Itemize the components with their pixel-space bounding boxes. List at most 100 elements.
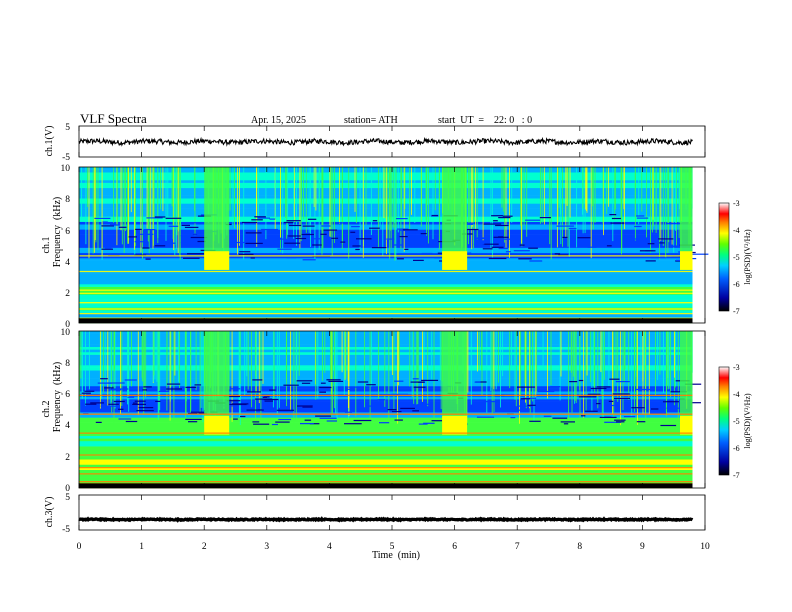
spectrogram-speckle xyxy=(319,386,332,389)
spectrogram-speckle xyxy=(198,412,207,414)
spectrogram-band xyxy=(79,464,693,468)
ch1-colorbar xyxy=(718,202,730,312)
spectrogram-speckle xyxy=(326,420,337,422)
emission-burst-core xyxy=(680,415,693,435)
spectrogram-speckle xyxy=(498,217,511,219)
spectrogram-speckle xyxy=(351,226,360,228)
station-label: station= ATH xyxy=(344,115,398,126)
spectrogram-band xyxy=(79,232,693,235)
spectrogram-band xyxy=(79,336,693,340)
spectrogram-band xyxy=(79,237,693,241)
ch1-spec-ytick-10: 10 xyxy=(61,164,71,174)
spectrogram-band xyxy=(79,198,693,202)
spectrogram-band xyxy=(79,276,693,280)
spectrogram-band xyxy=(79,477,693,481)
ch1-spec-ytick-0: 0 xyxy=(65,320,70,330)
spectrogram-speckle xyxy=(283,221,294,224)
spectrogram-speckle xyxy=(350,231,356,233)
spectrogram-speckle xyxy=(476,416,495,418)
spectrogram-speckle xyxy=(276,409,294,411)
spectrogram-band xyxy=(79,278,693,282)
spectrogram-band xyxy=(79,250,693,254)
ch3-ytick-bottom: -5 xyxy=(62,525,70,535)
emission-burst-core xyxy=(204,251,230,270)
spectrogram-speckle xyxy=(560,421,575,423)
spectrogram-speckle xyxy=(288,224,302,227)
spectrogram-speckle xyxy=(326,379,341,381)
spectrogram-speckle xyxy=(187,253,205,255)
spectrogram-speckle xyxy=(300,423,314,425)
spectrogram-band xyxy=(79,459,693,463)
spectrogram-speckle xyxy=(394,419,403,421)
spectrogram-band xyxy=(79,265,693,269)
low-frequency-strip xyxy=(79,483,693,488)
spectrogram-speckle xyxy=(670,406,676,409)
spectrogram-speckle xyxy=(525,219,541,221)
spectrogram-speckle xyxy=(496,238,514,240)
spectrogram-band xyxy=(79,234,693,238)
spectrogram-speckle xyxy=(168,225,179,227)
ch2-spectrogram-image xyxy=(79,331,702,489)
spectrogram-band xyxy=(79,341,693,345)
spectrogram-speckle xyxy=(245,232,262,234)
spectrogram-speckle xyxy=(302,225,315,227)
spectrogram-speckle xyxy=(668,246,686,248)
spectrogram-speckle xyxy=(657,400,666,402)
spectrogram-speckle xyxy=(434,257,441,259)
spectrogram-speckle xyxy=(154,245,166,247)
spectrogram-speckle xyxy=(623,416,636,418)
spectrogram-speckle xyxy=(101,248,113,250)
spectrogram-speckle xyxy=(413,259,424,261)
spectrogram-speckle xyxy=(142,389,147,391)
ch2-spec-ytick-8: 8 xyxy=(65,359,70,369)
x-tick-label: 9 xyxy=(640,542,645,552)
spectrogram-band xyxy=(79,297,693,300)
spectrogram-speckle xyxy=(386,238,395,240)
spectrogram-band xyxy=(79,299,693,303)
spectrogram-speckle xyxy=(596,403,601,405)
spectrogram-band xyxy=(79,401,693,405)
spectrogram-band xyxy=(79,182,693,186)
spectrogram-speckle xyxy=(298,407,313,409)
spectrogram-speckle xyxy=(647,243,655,245)
spectrogram-speckle xyxy=(158,390,169,392)
spectrogram-speckle xyxy=(505,409,522,411)
spectrogram-speckle xyxy=(136,410,154,412)
spectrogram-speckle xyxy=(188,421,198,423)
spectrogram-speckle xyxy=(81,392,91,394)
spectrogram-speckle xyxy=(631,407,645,409)
spectrogram-speckle xyxy=(161,387,167,389)
spectrogram-speckle xyxy=(80,229,85,231)
spectrogram-speckle xyxy=(134,241,149,243)
spectrogram-speckle xyxy=(247,391,261,393)
ch1-spec-ytick-8: 8 xyxy=(65,195,70,205)
ch2-spec-ytick-4: 4 xyxy=(65,421,70,431)
spectrogram-speckle xyxy=(396,218,408,220)
spectrogram-speckle xyxy=(402,229,418,231)
spectrogram-band xyxy=(79,375,693,379)
spectrogram-speckle xyxy=(269,237,282,239)
ch2-colorbar-tick-m3: -3 xyxy=(733,363,740,372)
spectrogram-speckle xyxy=(636,388,653,391)
spectrogram-speckle xyxy=(466,223,474,225)
ch1-spec-ytick-2: 2 xyxy=(65,289,70,299)
spectrogram-speckle xyxy=(475,408,486,410)
x-tick-label: 4 xyxy=(327,542,332,552)
spectrogram-speckle xyxy=(154,216,166,218)
spectrogram-speckle xyxy=(312,244,322,246)
spectrogram-speckle xyxy=(527,404,536,406)
spectrogram-speckle xyxy=(466,222,475,224)
spectrogram-speckle xyxy=(491,215,503,217)
spectrogram-speckle xyxy=(240,415,246,418)
spectrogram-speckle xyxy=(260,245,272,247)
spectrogram-band xyxy=(79,180,693,183)
spectrogram-speckle xyxy=(554,253,561,255)
spectrogram-band xyxy=(79,206,693,209)
ch1-colorbar-label: log(PSD)(V²/Hz) xyxy=(743,229,752,285)
spectrogram-speckle xyxy=(495,224,509,227)
spectrogram-band xyxy=(79,448,693,452)
ch3-waveform-panel: 5 -5 ch.3(V) xyxy=(44,493,706,535)
spectrogram-speckle xyxy=(142,247,150,249)
spectrogram-band xyxy=(79,385,693,389)
spectrogram-speckle xyxy=(134,254,147,256)
